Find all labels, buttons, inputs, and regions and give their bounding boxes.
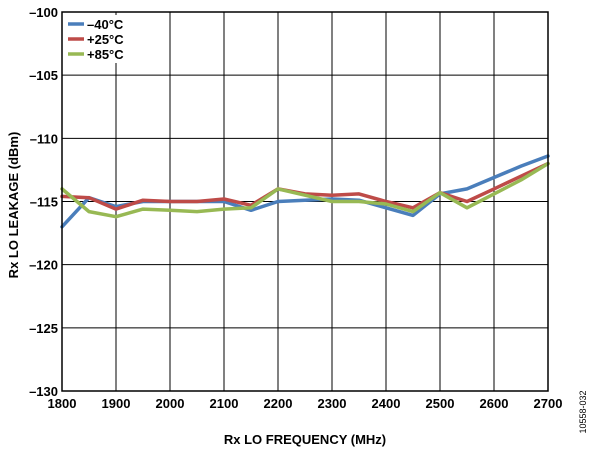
x-tick-label: 2000 <box>156 396 185 411</box>
y-tick-label: –130 <box>29 384 58 399</box>
series-line <box>60 161 550 219</box>
y-tick-label: –100 <box>29 5 58 20</box>
x-axis-title: Rx LO FREQUENCY (MHz) <box>224 432 386 447</box>
x-tick-label: 1900 <box>102 396 131 411</box>
legend-label: +25°C <box>87 32 124 47</box>
y-axis-title: Rx LO LEAKAGE (dBm) <box>6 132 21 279</box>
x-tick-label: 2700 <box>534 396 563 411</box>
series-line <box>60 154 550 229</box>
legend-label: –40°C <box>87 17 124 32</box>
y-tick-label: –120 <box>29 258 58 273</box>
x-tick-label: 2600 <box>480 396 509 411</box>
x-tick-labels: 1800 1900 2000 2100 2200 2300 2400 2500 2600 2700 <box>48 396 563 411</box>
legend: –40°C+25°C+85°C <box>65 15 143 63</box>
y-tick-label: –125 <box>29 321 58 336</box>
y-tick-labels: –100 –105 –110 –115 –120 –125 –130 <box>29 5 58 399</box>
plot-frame <box>61 11 549 392</box>
y-tick-label: –105 <box>29 68 58 83</box>
series-lines <box>60 154 550 229</box>
x-tick-label: 1800 <box>48 396 77 411</box>
x-tick-label: 2300 <box>318 396 347 411</box>
x-tick-label: 2500 <box>426 396 455 411</box>
x-tick-label: 2400 <box>372 396 401 411</box>
legend-label: +85°C <box>87 47 124 62</box>
x-tick-label: 2100 <box>210 396 239 411</box>
y-tick-label: –115 <box>30 195 58 210</box>
x-tick-label: 2200 <box>264 396 293 411</box>
figure-id: 10558-032 <box>578 390 588 433</box>
y-tick-label: –110 <box>30 131 58 146</box>
